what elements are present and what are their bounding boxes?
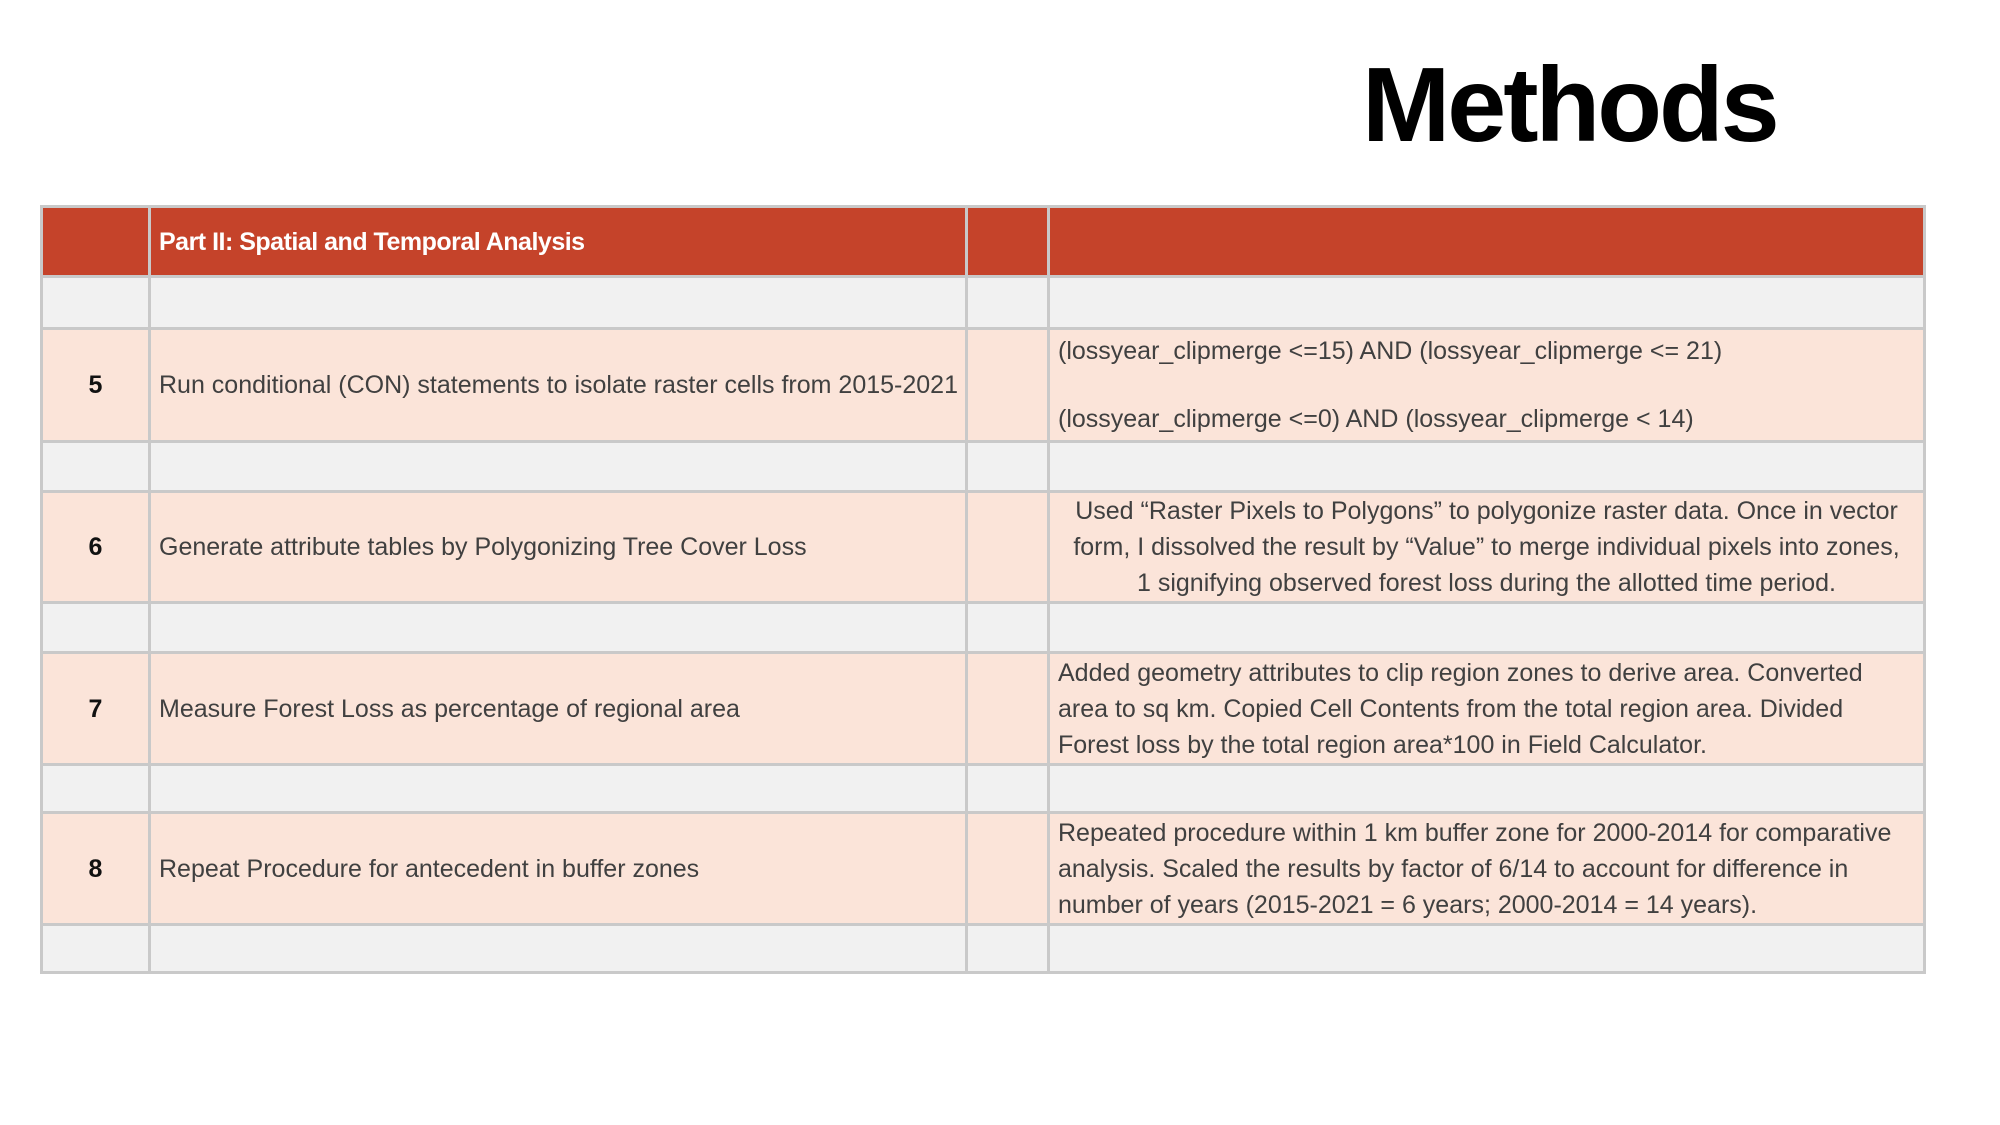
header-cell-number	[40, 205, 151, 278]
table-row-step-8: 8 Repeat Procedure for antecedent in buf…	[40, 811, 1926, 926]
step-description: Generate attribute tables by Polygonizin…	[148, 490, 968, 604]
step-details: Used “Raster Pixels to Polygons” to poly…	[1047, 490, 1926, 604]
page-title: Methods	[1362, 46, 1780, 164]
spacer-row	[40, 601, 1926, 654]
table-row-step-7: 7 Measure Forest Loss as percentage of r…	[40, 651, 1926, 766]
detail-line: Forest loss by the total region area*100…	[1058, 730, 1707, 759]
spacer-cell	[1047, 440, 1926, 493]
spacer-cell	[965, 275, 1050, 330]
spacer-cell	[148, 763, 968, 814]
step-number: 7	[40, 651, 151, 766]
spacer-cell	[40, 275, 151, 330]
spacer-row	[40, 763, 1926, 814]
table-row-step-6: 6 Generate attribute tables by Polygoniz…	[40, 490, 1926, 604]
spacer-cell	[1047, 275, 1926, 330]
empty-cell	[965, 811, 1050, 926]
spacer-cell	[148, 923, 968, 974]
header-cell-spacer	[965, 205, 1050, 278]
step-description: Repeat Procedure for antecedent in buffe…	[148, 811, 968, 926]
spacer-cell	[1047, 923, 1926, 974]
spacer-cell	[148, 440, 968, 493]
spacer-cell	[40, 763, 151, 814]
table-section-title: Part II: Spatial and Temporal Analysis	[148, 205, 968, 278]
spacer-cell	[148, 601, 968, 654]
spacer-cell	[40, 440, 151, 493]
detail-line: Repeated procedure within 1 km buffer zo…	[1058, 818, 1892, 847]
detail-line: number of years (2015-2021 = 6 years; 20…	[1058, 890, 1758, 919]
step-description: Measure Forest Loss as percentage of reg…	[148, 651, 968, 766]
detail-line: (lossyear_clipmerge <=0) AND (lossyear_c…	[1058, 405, 1694, 433]
step-number: 8	[40, 811, 151, 926]
spacer-row	[40, 275, 1926, 330]
step-details: Repeated procedure within 1 km buffer zo…	[1047, 811, 1926, 926]
spacer-row	[40, 440, 1926, 493]
spacer-cell	[965, 763, 1050, 814]
spacer-cell	[1047, 601, 1926, 654]
empty-cell	[965, 327, 1050, 443]
empty-cell	[965, 490, 1050, 604]
detail-line: (lossyear_clipmerge <=15) AND (lossyear_…	[1058, 337, 1723, 365]
detail-line: analysis. Scaled the results by factor o…	[1058, 854, 1849, 883]
spacer-cell	[1047, 763, 1926, 814]
step-number: 6	[40, 490, 151, 604]
spacer-row	[40, 923, 1926, 974]
spacer-cell	[40, 923, 151, 974]
table-header-row: Part II: Spatial and Temporal Analysis	[40, 205, 1926, 278]
methods-table: Part II: Spatial and Temporal Analysis 5…	[40, 205, 1926, 974]
detail-line: form, I dissolved the result by “Value” …	[1073, 533, 1900, 561]
detail-line: 1 signifying observed forest loss during…	[1137, 569, 1836, 597]
detail-line: area to sq km. Copied Cell Contents from…	[1058, 694, 1844, 723]
spacer-cell	[148, 275, 968, 330]
spacer-cell	[965, 601, 1050, 654]
detail-line: Used “Raster Pixels to Polygons” to poly…	[1075, 497, 1898, 525]
empty-cell	[965, 651, 1050, 766]
spacer-cell	[40, 601, 151, 654]
step-number: 5	[40, 327, 151, 443]
step-details: Added geometry attributes to clip region…	[1047, 651, 1926, 766]
table-row-step-5: 5 Run conditional (CON) statements to is…	[40, 327, 1926, 443]
step-details: (lossyear_clipmerge <=15) AND (lossyear_…	[1047, 327, 1926, 443]
step-description: Run conditional (CON) statements to isol…	[148, 327, 968, 443]
spacer-cell	[965, 923, 1050, 974]
spacer-cell	[965, 440, 1050, 493]
detail-line: Added geometry attributes to clip region…	[1058, 658, 1863, 687]
header-cell-details	[1047, 205, 1926, 278]
